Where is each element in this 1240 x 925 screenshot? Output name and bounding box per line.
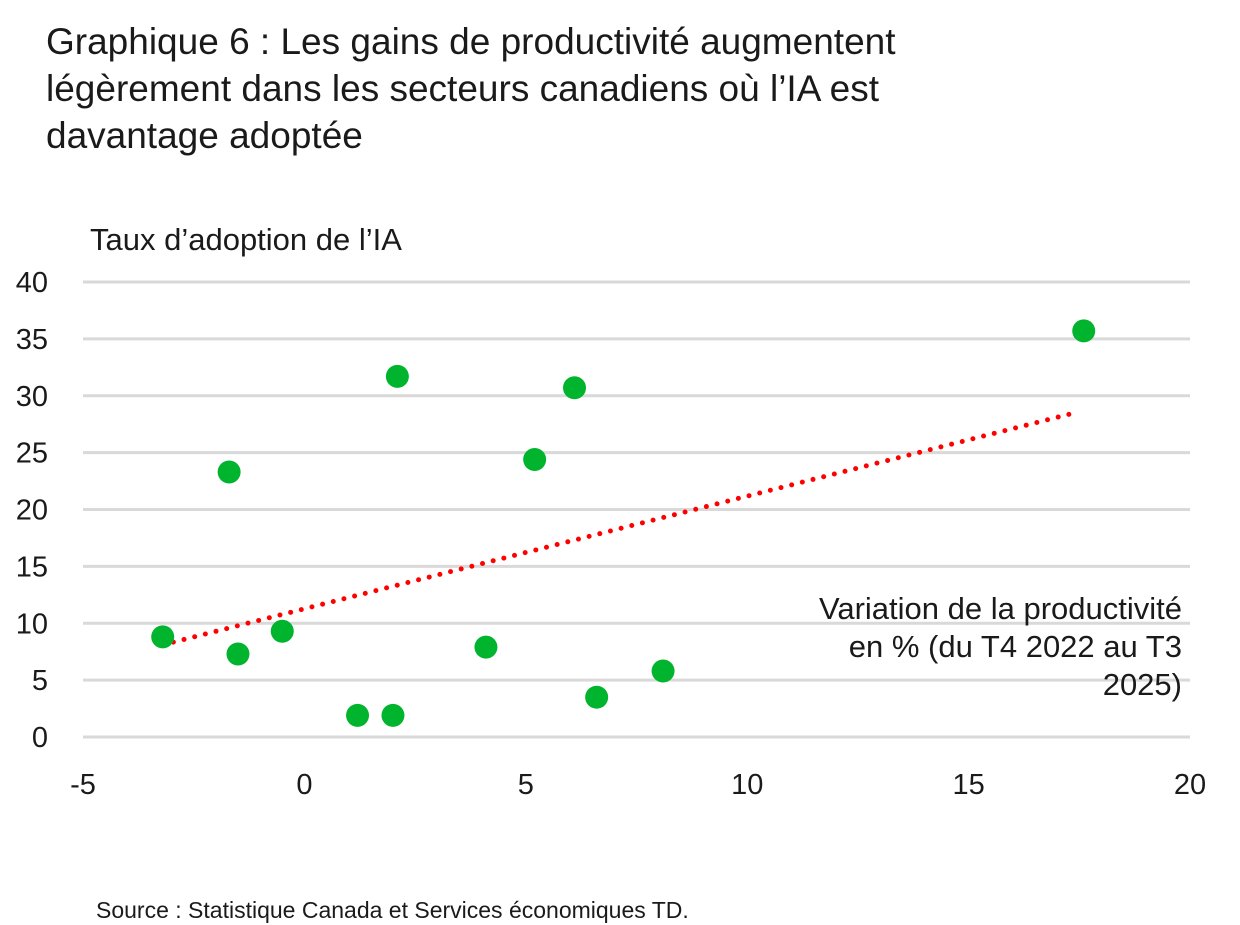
y-tick-label: 30: [16, 381, 48, 413]
data-point: [217, 460, 241, 484]
data-point: [270, 619, 294, 643]
data-point: [474, 635, 498, 659]
y-tick-label: 35: [16, 324, 48, 356]
y-axis-label: Taux d’adoption de l’IA: [90, 222, 402, 257]
y-tick-label: 25: [16, 438, 48, 470]
y-tick-label: 40: [16, 267, 48, 299]
y-tick-label: 20: [16, 495, 48, 527]
source-note: Source : Statistique Canada et Services …: [96, 897, 689, 923]
data-point: [563, 376, 587, 400]
x-tick-label: 5: [518, 769, 534, 801]
x-tick-label: 10: [731, 769, 763, 801]
data-point: [585, 685, 609, 709]
data-point: [151, 625, 175, 649]
x-axis-label: Variation de la productivité en % (du T4…: [818, 591, 1182, 702]
x-tick-label: 20: [1174, 769, 1206, 801]
data-point: [523, 447, 547, 471]
data-point: [226, 642, 250, 666]
chart-title: Graphique 6 : Les gains de productivité …: [46, 21, 896, 156]
y-tick-label: 5: [32, 665, 48, 697]
data-point: [381, 703, 405, 727]
data-point: [651, 659, 675, 683]
y-tick-label: 0: [32, 722, 48, 754]
data-point: [385, 364, 409, 388]
trendline: [160, 410, 1078, 648]
data-point: [346, 703, 370, 727]
x-tick-label: 15: [952, 769, 984, 801]
data-point: [1072, 319, 1096, 343]
x-tick-label: 0: [296, 769, 312, 801]
y-tick-label: 10: [16, 608, 48, 640]
y-tick-label: 15: [16, 551, 48, 583]
x-tick-label: -5: [70, 769, 96, 801]
